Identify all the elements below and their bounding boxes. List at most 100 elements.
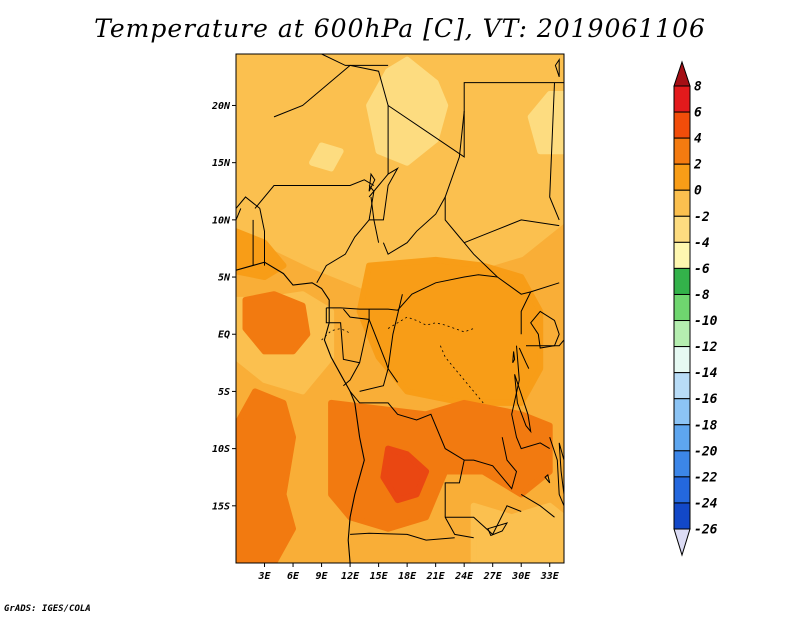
colorbar-box — [673, 320, 691, 348]
colorbar-box — [673, 241, 691, 269]
coastline — [236, 261, 365, 563]
country-border — [511, 345, 550, 450]
longitude-axis: 3E 6E 9E 12E 15E 18E 21E 24E 27E 30E 33E — [257, 563, 560, 582]
lat-tick-label: EQ — [218, 330, 230, 341]
latitude-axis: 20N 15N 10N 5N EQ 5S 10S 15S — [211, 101, 236, 512]
country-borders — [236, 54, 564, 563]
country-border — [368, 319, 399, 383]
map-frame — [235, 53, 565, 564]
country-border — [526, 339, 564, 347]
lat-tick-label: 10S — [212, 444, 230, 455]
colorbar-box — [673, 163, 691, 191]
lake-outline — [487, 522, 509, 537]
field-region — [242, 291, 311, 355]
country-border — [387, 82, 564, 158]
colorbar-box — [673, 372, 691, 400]
field-region — [356, 256, 544, 406]
colorbar-box — [673, 189, 691, 217]
lake-outline — [514, 374, 532, 434]
map-title: Temperature at 600hPa [C], VT: 201906110… — [94, 14, 706, 43]
lat-tick-label: 5S — [218, 387, 230, 398]
colorbar-box — [673, 346, 691, 374]
lon-tick-label: 9E — [316, 571, 329, 582]
colorbar-box — [673, 215, 691, 243]
colorbar-label: -12 — [694, 340, 718, 355]
colorbar: 8 6 4 2 0 -2 -4 -6 -8 -10 -12 -14 -16 -18 -20 -22 -24 -26 — [673, 60, 718, 557]
country-border — [549, 82, 560, 221]
country-border — [343, 319, 370, 387]
lon-tick-label: 21E — [426, 571, 446, 582]
country-border — [236, 208, 242, 221]
field-region — [309, 142, 344, 172]
country-border — [254, 179, 375, 209]
colorbar-label: -22 — [694, 470, 718, 485]
colorbar-label: 2 — [693, 158, 702, 173]
country-border — [464, 219, 560, 244]
colorbar-box — [673, 85, 691, 113]
lake-outline — [530, 310, 560, 349]
colorbar-label: 6 — [694, 106, 702, 121]
colorbar-box — [673, 137, 691, 165]
field-region — [236, 388, 296, 563]
lake-outline — [512, 351, 516, 364]
field-region — [328, 399, 553, 532]
colorbar-box — [673, 450, 691, 478]
lon-tick-label: 24E — [454, 571, 474, 582]
country-border — [259, 208, 265, 266]
colorbar-label: -6 — [694, 262, 710, 277]
colorbar-label: -16 — [694, 392, 718, 407]
country-border — [369, 167, 399, 221]
colorbar-label: -20 — [694, 444, 718, 459]
lon-tick-label: 18E — [398, 571, 417, 582]
country-border — [549, 437, 564, 506]
field-region — [527, 91, 564, 155]
lon-tick-label: 6E — [287, 571, 300, 582]
colorbar-label: 8 — [694, 80, 702, 95]
colorbar-label: -2 — [694, 210, 710, 225]
lat-tick-label: 15N — [212, 158, 231, 169]
country-border — [316, 185, 375, 284]
lon-tick-label: 30E — [511, 571, 531, 582]
lat-tick-label: 15S — [212, 501, 230, 512]
colorbar-label: -24 — [694, 496, 718, 511]
colorbar-box — [673, 476, 691, 504]
country-border — [236, 196, 261, 209]
country-border — [444, 197, 560, 295]
colorbar-label: 0 — [694, 184, 702, 199]
river — [321, 328, 351, 341]
lake-outline — [558, 442, 564, 495]
colorbar-label: -4 — [694, 236, 710, 251]
country-border — [321, 54, 389, 66]
grads-credit: GrADS: IGES/COLA — [4, 604, 91, 614]
colorbar-top-triangle — [673, 60, 691, 87]
lake-outline — [554, 58, 560, 78]
lat-tick-label: 5N — [218, 273, 231, 284]
country-border — [520, 493, 555, 518]
colorbar-box — [673, 398, 691, 426]
country-border — [350, 532, 455, 541]
temperature-field — [236, 54, 564, 563]
colorbar-label: -10 — [694, 314, 718, 329]
lon-tick-label: 27E — [483, 571, 503, 582]
colorbar-box — [673, 111, 691, 139]
lon-tick-label: 33E — [540, 571, 560, 582]
lon-tick-label: 15E — [370, 571, 389, 582]
country-border — [382, 111, 465, 255]
field-region — [236, 228, 287, 280]
lat-tick-label: 20N — [211, 101, 231, 112]
river — [440, 345, 484, 404]
colorbar-box — [673, 502, 691, 530]
country-border — [359, 294, 403, 392]
country-border — [343, 308, 370, 320]
country-border — [326, 274, 498, 311]
colorbar-label: 4 — [694, 132, 702, 147]
country-border — [464, 437, 518, 490]
lake-outline — [368, 172, 376, 192]
country-border — [350, 64, 389, 198]
field-region — [470, 502, 564, 563]
colorbar-bottom-triangle — [673, 528, 691, 557]
lat-tick-label: 10N — [212, 215, 231, 226]
lon-tick-label: 12E — [341, 571, 360, 582]
field-region — [380, 445, 430, 504]
colorbar-box — [673, 424, 691, 452]
